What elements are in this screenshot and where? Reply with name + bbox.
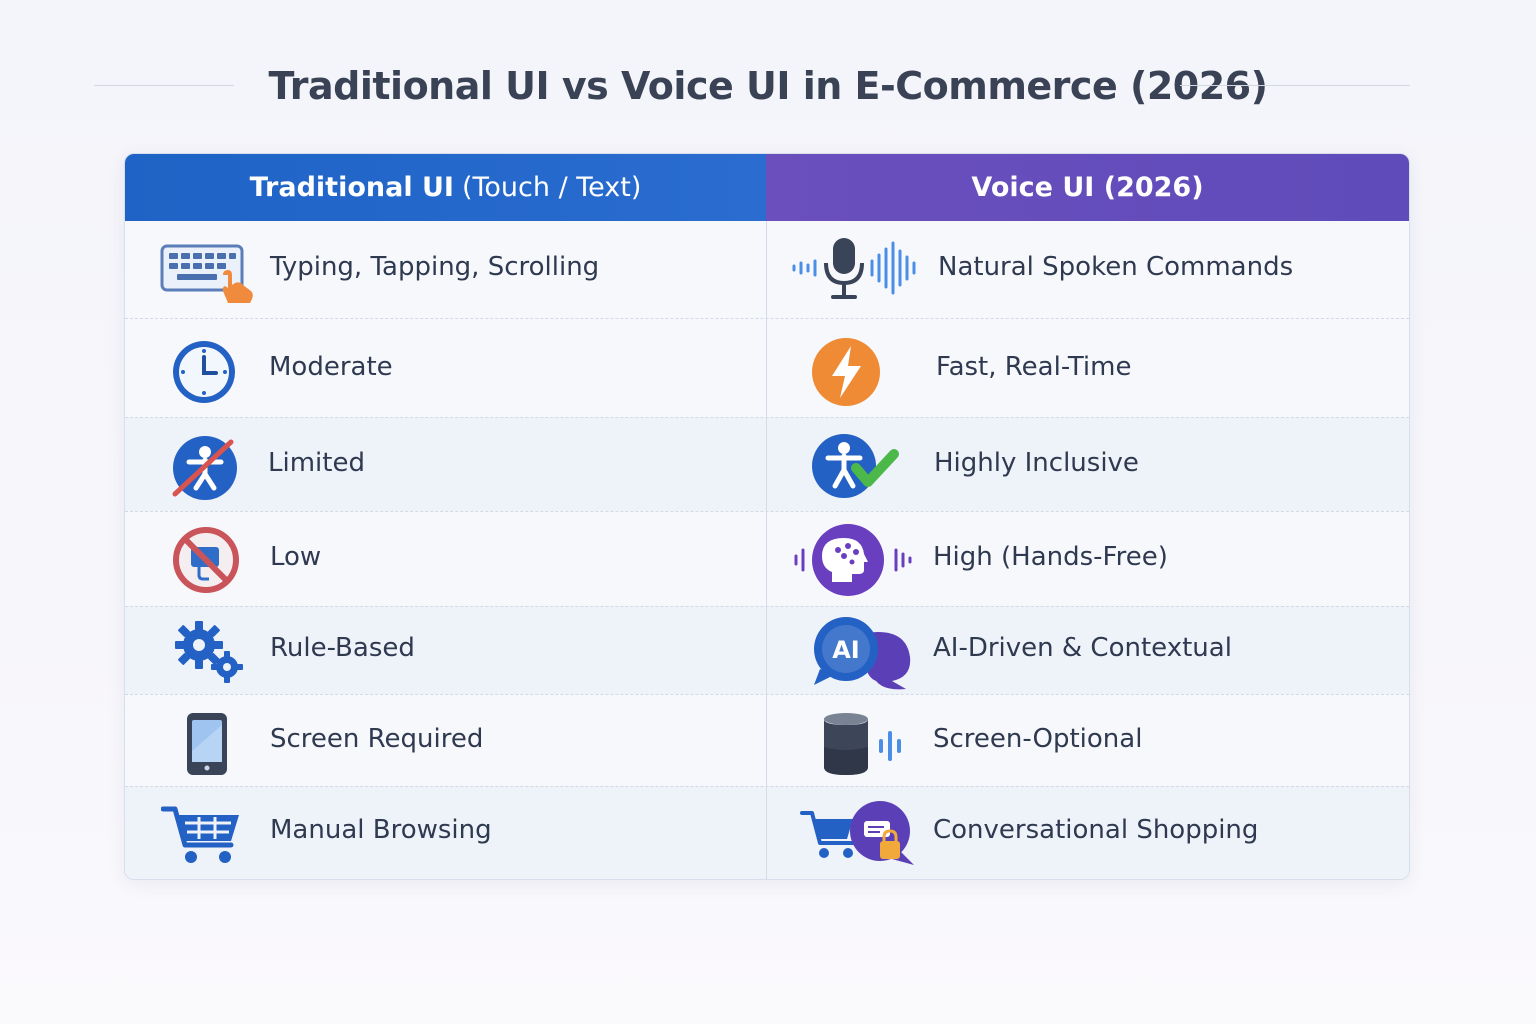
traditional-cell: Rule-Based <box>125 607 766 695</box>
voice-text: Screen-Optional <box>933 724 1143 754</box>
traditional-cell: Moderate <box>125 319 766 418</box>
traditional-cell: Typing, Tapping, Scrolling <box>125 221 766 318</box>
keyboard-touch-icon <box>159 241 255 303</box>
table-row: Screen Required Screen-Optional <box>125 694 1409 787</box>
header-traditional-title: Traditional UI <box>249 172 454 203</box>
table-row: Low High (Hands-Free) <box>125 511 1409 607</box>
page-title: Traditional UI vs Voice UI in E-Commerce… <box>268 64 1268 108</box>
voice-cell: Conversational Shopping <box>766 787 1409 879</box>
ai-head-icon <box>792 522 912 598</box>
voice-text: Fast, Real-Time <box>936 352 1132 382</box>
traditional-text: Screen Required <box>270 724 484 754</box>
traditional-cell: Screen Required <box>125 695 766 787</box>
microphone-waveform-icon <box>790 235 922 305</box>
accessibility-crossed-icon <box>169 432 241 504</box>
voice-cell: AI AI-Driven & Contextual <box>766 607 1409 695</box>
voice-text: Highly Inclusive <box>934 448 1139 478</box>
title-area: Traditional UI vs Voice UI in E-Commerce… <box>0 58 1536 118</box>
traditional-cell: Limited <box>125 418 766 512</box>
header-traditional: Traditional UI (Touch / Text) <box>125 154 766 221</box>
shopping-cart-icon <box>161 805 243 865</box>
title-rule-left <box>94 85 234 86</box>
table-row: Rule-Based AI AI-Driven & Contextual <box>125 606 1409 695</box>
gears-icon <box>171 617 247 685</box>
header-traditional-subtitle: (Touch / Text) <box>461 172 642 203</box>
smartphone-icon <box>185 711 229 777</box>
table-row: Manual Browsing Conversational <box>125 786 1409 879</box>
traditional-text: Limited <box>268 448 365 478</box>
traditional-text: Manual Browsing <box>270 815 492 845</box>
no-hands-icon <box>171 525 241 595</box>
clock-icon <box>169 337 239 407</box>
traditional-text: Low <box>270 542 322 572</box>
header-voice-title: Voice UI (2026) <box>971 172 1204 203</box>
traditional-text: Rule-Based <box>270 633 415 663</box>
voice-cell: Screen-Optional <box>766 695 1409 787</box>
voice-text: Natural Spoken Commands <box>938 252 1294 282</box>
lightning-bolt-icon <box>810 336 882 408</box>
svg-text:AI: AI <box>832 636 860 664</box>
cart-chat-icon <box>800 801 916 869</box>
voice-cell: Highly Inclusive <box>766 418 1409 512</box>
table-row: Limited Highly Inclusive <box>125 417 1409 512</box>
header-voice: Voice UI (2026) <box>766 154 1409 221</box>
traditional-text: Moderate <box>269 352 393 382</box>
voice-cell: Natural Spoken Commands <box>766 221 1409 318</box>
accessibility-check-icon <box>810 430 902 502</box>
voice-text: AI-Driven & Contextual <box>933 633 1232 663</box>
traditional-cell: Manual Browsing <box>125 787 766 879</box>
traditional-text: Typing, Tapping, Scrolling <box>270 252 600 282</box>
voice-cell: High (Hands-Free) <box>766 512 1409 607</box>
title-rule-right <box>1180 85 1410 86</box>
voice-text: High (Hands-Free) <box>933 542 1168 572</box>
smart-speaker-icon <box>818 711 910 779</box>
voice-text: Conversational Shopping <box>933 815 1259 845</box>
table-row: Moderate Fast, Real-Time <box>125 318 1409 418</box>
traditional-cell: Low <box>125 512 766 607</box>
comparison-table: Traditional UI (Touch / Text) Voice UI (… <box>124 153 1410 880</box>
column-divider <box>766 221 767 879</box>
voice-cell: Fast, Real-Time <box>766 319 1409 418</box>
table-row: Typing, Tapping, Scrolling Natural Spoke… <box>125 221 1409 318</box>
ai-chat-bubble-icon: AI <box>808 615 912 691</box>
